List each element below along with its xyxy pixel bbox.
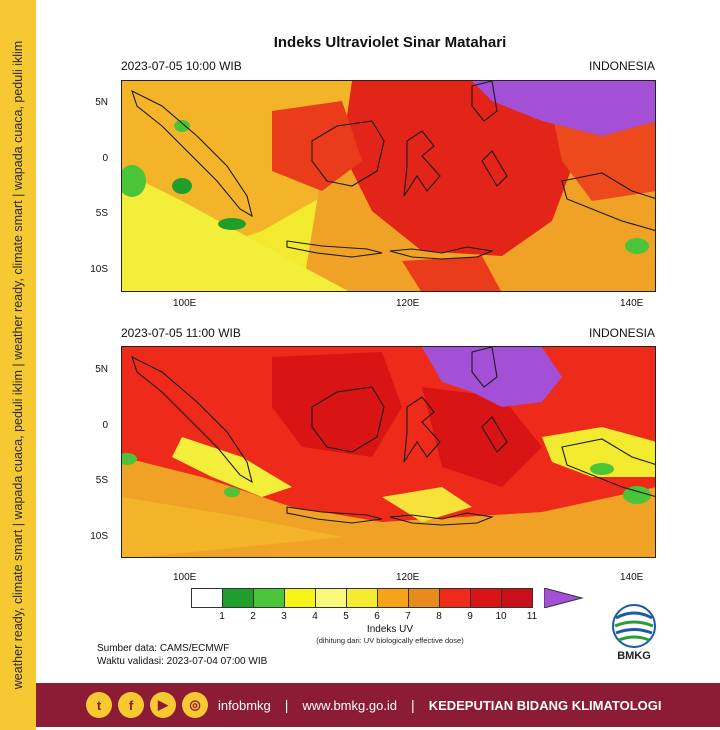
colorbar-box <box>191 588 223 608</box>
colorbar-box <box>439 588 471 608</box>
map-title: Indeks Ultraviolet Sinar Matahari <box>273 34 507 51</box>
panel-2-lon-tick: 100E <box>173 572 197 583</box>
panel-1-lat-tick: 10S <box>90 264 108 275</box>
uv-map-1000-svg <box>122 81 655 291</box>
colorbar-label: 6 <box>374 611 380 622</box>
colorbar-label: 11 <box>526 611 538 622</box>
panel-1-region: INDONESIA <box>588 59 655 73</box>
panel-1-lon-tick: 140E <box>620 298 644 309</box>
uv-map-panel-1100 <box>121 346 656 558</box>
colorbar-label: 10 <box>495 611 507 622</box>
colorbar-box <box>408 588 440 608</box>
website-link[interactable]: www.bmkg.go.id <box>302 697 398 713</box>
colorbar-box <box>222 588 254 608</box>
panel-1-datetime: 2023-07-05 10:00 WIB <box>121 59 242 73</box>
colorbar-box <box>346 588 378 608</box>
panel-2-lon-tick: 120E <box>396 572 420 583</box>
twitter-icon[interactable]: t <box>86 692 112 718</box>
uv-index-colorbar <box>191 588 533 608</box>
colorbar-box <box>315 588 347 608</box>
colorbar-label: 2 <box>250 611 256 622</box>
colorbar-arrow <box>544 588 584 608</box>
panel-1-lat-tick: 5S <box>95 208 108 219</box>
colorbar-subtitle: (dihitung dari: UV biologically effectiv… <box>316 636 464 645</box>
bmkg-logo-icon <box>612 604 656 648</box>
colorbar-label: 8 <box>436 611 442 622</box>
panel-2-lat-tick: 10S <box>90 531 108 542</box>
instagram-icon[interactable]: ◎ <box>182 692 208 718</box>
colorbar-label: 5 <box>343 611 349 622</box>
colorbar-box <box>470 588 502 608</box>
department-name: KEDEPUTIAN BIDANG KLIMATOLOGI <box>428 697 662 713</box>
side-banner: weather ready, climate smart | wapada cu… <box>0 0 36 730</box>
footer-separator: | <box>411 697 415 713</box>
footer-bar: t f ▶ ◎ infobmkg | www.bmkg.go.id | KEDE… <box>36 683 720 727</box>
panel-1-lat-tick: 0 <box>102 153 108 164</box>
validity-time: Waktu validasi: 2023-07-04 07:00 WIB <box>97 656 268 667</box>
colorbar-label: 4 <box>312 611 318 622</box>
colorbar-title: Indeks UV <box>366 624 414 635</box>
colorbar-box <box>284 588 316 608</box>
panel-2-lon-tick: 140E <box>620 572 644 583</box>
colorbar-label: 1 <box>219 611 225 622</box>
youtube-icon[interactable]: ▶ <box>150 692 176 718</box>
panel-1-lon-tick: 100E <box>173 298 197 309</box>
panel-2-lat-tick: 0 <box>102 420 108 431</box>
colorbar-box <box>501 588 533 608</box>
uv-map-1100-svg <box>122 347 655 557</box>
panel-2-lat-tick: 5N <box>95 364 108 375</box>
panel-2-lat-tick: 5S <box>95 475 108 486</box>
panel-1-lon-tick: 120E <box>396 298 420 309</box>
panel-2-region: INDONESIA <box>588 326 655 340</box>
colorbar-label: 3 <box>281 611 287 622</box>
side-banner-text: weather ready, climate smart | wapada cu… <box>11 40 25 690</box>
uv-map-panel-1000 <box>121 80 656 292</box>
footer-separator: | <box>284 697 289 713</box>
bmkg-logo-text: BMKG <box>617 650 651 662</box>
panel-1-lat-tick: 5N <box>95 97 108 108</box>
colorbar-box <box>377 588 409 608</box>
social-handle[interactable]: infobmkg <box>218 697 271 713</box>
colorbar-label: 7 <box>405 611 411 622</box>
panel-2-datetime: 2023-07-05 11:00 WIB <box>121 326 241 340</box>
colorbar-label: 9 <box>467 611 473 622</box>
colorbar-box <box>253 588 285 608</box>
data-source: Sumber data: CAMS/ECMWF <box>97 643 230 654</box>
facebook-icon[interactable]: f <box>118 692 144 718</box>
